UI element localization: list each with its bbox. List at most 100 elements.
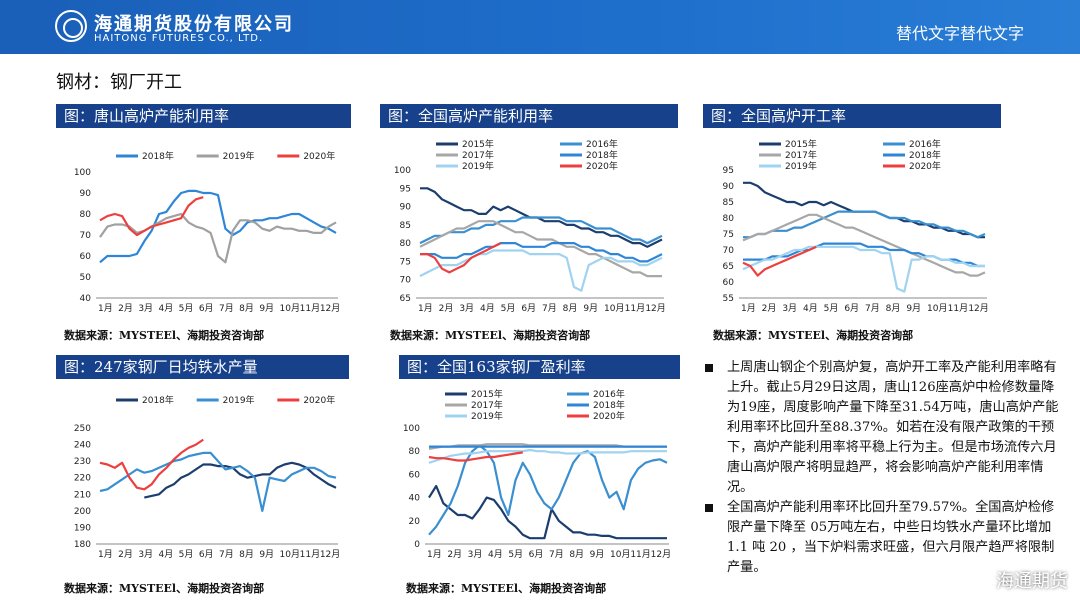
y-tick-label: 60: [723, 278, 735, 288]
x-tick-label: 8月: [886, 303, 901, 314]
x-tick-label: 1月: [98, 549, 113, 560]
x-tick-label: 4月: [803, 303, 818, 314]
chart-title-profit-rate: 图：全国163家钢厂盈利率: [399, 355, 680, 379]
legend-label: 2018年: [909, 149, 941, 161]
chart-profit-rate: 0 20 40 60 80 100 1月 2月 3月 4月 5月 6月 7月 8月 9月 10月 11月 12月 2…: [403, 388, 671, 560]
note-paragraph: 全国高炉产能利用率环比回升至79.57%。全国高炉检修限产量下降至 05万吨左右…: [703, 498, 1063, 578]
legend-label: 2018年: [586, 149, 618, 161]
series-line: [99, 212, 337, 264]
x-tick-label: 8月: [239, 549, 254, 560]
x-tick-label: 2月: [439, 303, 454, 314]
x-tick-label: 12月: [320, 303, 340, 314]
y-tick-label: 0: [414, 540, 420, 550]
series-line: [743, 181, 985, 239]
x-tick-label: 5月: [501, 303, 516, 314]
legend-label: 2018年: [142, 150, 174, 162]
legend-label: 2017年: [471, 399, 503, 411]
series-line: [428, 448, 667, 464]
y-tick-label: 95: [723, 166, 734, 176]
source-note: 数据来源：MYSTEEl、海期投资咨询部: [64, 329, 265, 342]
y-tick-label: 70: [400, 276, 412, 286]
y-tick-label: 65: [400, 294, 411, 304]
legend-label: 2019年: [471, 410, 503, 422]
x-tick-label: 11月: [948, 303, 968, 314]
legend-label: 2016年: [586, 138, 618, 150]
legend-label: 2019年: [462, 160, 494, 172]
x-tick-label: 12月: [968, 303, 988, 314]
x-tick-label: 4月: [480, 303, 495, 314]
legend-label: 2020年: [303, 150, 335, 162]
series-line: [742, 245, 817, 277]
x-tick-label: 4月: [159, 549, 174, 560]
legend-label: 2017年: [785, 149, 817, 161]
series-line: [419, 249, 663, 292]
y-tick-label: 65: [723, 262, 734, 272]
y-tick-label: 90: [80, 189, 92, 199]
chart-tangshan-utilization: 40 50 60 70 80 90 100 1月 2月 3月 4月 5月 6月 7月 8月 9月 10月 11月 1…: [74, 150, 340, 314]
x-tick-label: 9月: [906, 303, 921, 314]
y-tick-label: 75: [400, 257, 411, 267]
series-line: [428, 444, 668, 536]
legend-label: 2015年: [785, 138, 817, 150]
x-tick-label: 8月: [239, 303, 254, 314]
x-tick-label: 11月: [300, 303, 320, 314]
x-tick-label: 10月: [280, 549, 300, 560]
company-name-en: HAITONG FUTURES CO., LTD.: [94, 33, 264, 44]
x-tick-label: 2月: [762, 303, 777, 314]
chart-title-national-operating-rate: 图：全国高炉开工率: [703, 104, 1001, 128]
x-tick-label: 8月: [563, 303, 578, 314]
y-tick-label: 100: [394, 166, 411, 176]
series-line: [419, 216, 663, 245]
y-tick-label: 230: [74, 457, 91, 467]
x-tick-label: 11月: [625, 303, 645, 314]
series-line: [420, 187, 663, 248]
x-tick-label: 3月: [459, 303, 474, 314]
x-tick-label: 9月: [590, 549, 605, 560]
y-tick-label: 80: [80, 210, 92, 220]
y-tick-label: 90: [400, 203, 412, 213]
y-tick-label: 50: [80, 273, 92, 283]
y-tick-label: 190: [74, 523, 91, 533]
source-note: 数据来源：MYSTEEl、海期投资咨询部: [64, 582, 265, 595]
x-tick-label: 3月: [468, 549, 483, 560]
series-line: [743, 210, 986, 239]
chart-title-hot-metal-output: 图：247家钢厂日均铁水产量: [56, 355, 349, 379]
legend-label: 2020年: [593, 410, 625, 422]
y-tick-label: 70: [723, 246, 735, 256]
x-tick-label: 11月: [300, 549, 320, 560]
series-line: [420, 242, 502, 274]
x-tick-label: 6月: [521, 303, 536, 314]
y-tick-label: 55: [723, 294, 734, 304]
x-tick-label: 4月: [488, 549, 503, 560]
chart-title-national-utilization: 图：全国高炉产能利用率: [380, 104, 678, 128]
legend-label: 2017年: [462, 149, 494, 161]
x-tick-label: 10月: [280, 303, 300, 314]
y-tick-label: 80: [723, 214, 735, 224]
y-tick-label: 60: [409, 470, 421, 480]
x-tick-label: 11月: [630, 549, 650, 560]
y-tick-label: 85: [400, 221, 411, 231]
chart-hot-metal-output: 180 190 200 210 220 230 240 250 1月 2月 3月 4月 5月 6月 7月 8月…: [74, 394, 340, 560]
legend-label: 2019年: [223, 150, 255, 162]
header-bar: 海通期货股份有限公司 HAITONG FUTURES CO., LTD. 替代文…: [0, 0, 1080, 54]
x-tick-label: 1月: [98, 303, 113, 314]
x-tick-label: 7月: [865, 303, 880, 314]
y-tick-label: 80: [400, 239, 412, 249]
x-tick-label: 9月: [583, 303, 598, 314]
header-alt-text: 替代文字替代文字: [895, 24, 1024, 43]
x-tick-label: 1月: [741, 303, 756, 314]
y-tick-label: 100: [74, 168, 91, 178]
company-name-cn: 海通期货股份有限公司: [94, 14, 294, 35]
x-tick-label: 1月: [427, 549, 442, 560]
y-tick-label: 40: [409, 494, 421, 504]
x-tick-label: 12月: [651, 549, 671, 560]
y-tick-label: 200: [74, 507, 91, 517]
x-tick-label: 6月: [529, 549, 544, 560]
y-tick-label: 90: [723, 182, 735, 192]
series-line: [99, 196, 204, 237]
x-tick-label: 5月: [179, 303, 194, 314]
x-tick-label: 2月: [118, 549, 133, 560]
x-tick-label: 2月: [118, 303, 133, 314]
x-tick-label: 9月: [259, 303, 274, 314]
